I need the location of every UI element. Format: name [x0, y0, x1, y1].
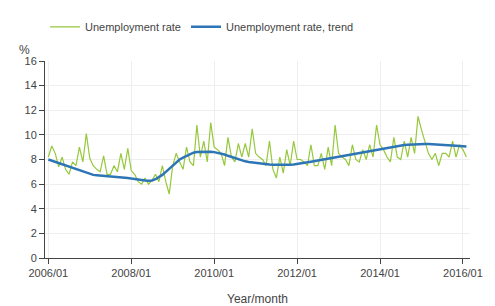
svg-text:2006/01: 2006/01 — [28, 267, 68, 279]
svg-text:Unemployment rate: Unemployment rate — [85, 21, 181, 33]
svg-text:2014/01: 2014/01 — [360, 267, 400, 279]
svg-text:6: 6 — [31, 178, 37, 190]
svg-text:8: 8 — [31, 153, 37, 165]
svg-text:Unemployment rate, trend: Unemployment rate, trend — [226, 21, 353, 33]
svg-text:2: 2 — [31, 227, 37, 239]
svg-text:2010/01: 2010/01 — [194, 267, 234, 279]
svg-text:16: 16 — [25, 55, 37, 67]
svg-text:12: 12 — [25, 104, 37, 116]
svg-text:%: % — [19, 43, 30, 57]
svg-text:Year/month: Year/month — [227, 292, 288, 306]
svg-text:2008/01: 2008/01 — [111, 267, 151, 279]
svg-text:4: 4 — [31, 203, 37, 215]
svg-text:14: 14 — [25, 79, 37, 91]
svg-text:0: 0 — [31, 252, 37, 264]
svg-text:2012/01: 2012/01 — [277, 267, 317, 279]
svg-text:10: 10 — [25, 129, 37, 141]
svg-text:2016/01: 2016/01 — [443, 267, 483, 279]
